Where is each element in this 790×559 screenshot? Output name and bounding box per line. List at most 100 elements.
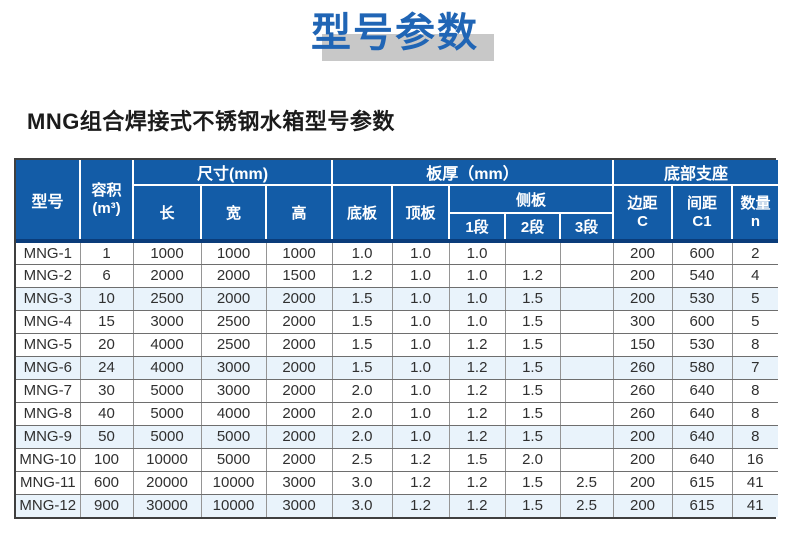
cell-height: 2000 — [265, 355, 333, 380]
table-row: MNG-9 50 5000 5000 2000 2.0 1.0 1.2 1.5 200 640 8 — [16, 424, 779, 449]
cell-length: 1000 — [132, 240, 202, 265]
cell-width: 3000 — [200, 378, 267, 403]
cell-volume: 100 — [79, 447, 134, 472]
cell-width: 1000 — [200, 240, 267, 265]
spec-table-frame: 型号 容积 (m³) 尺寸(mm) 板厚（mm） 底部支座 长 宽 高 底板 顶… — [14, 158, 779, 519]
cell-volume: 1 — [79, 240, 134, 265]
table-row: MNG-5 20 4000 2500 2000 1.5 1.0 1.2 1.5 150 530 8 — [16, 332, 779, 357]
cell-seg2: 2.0 — [504, 447, 561, 472]
header-edge-c: 边距 C — [612, 184, 674, 243]
cell-model: MNG-9 — [16, 424, 81, 449]
cell-width: 10000 — [200, 470, 267, 495]
title-shadow-block — [322, 34, 494, 61]
cell-edge_c: 150 — [612, 332, 673, 357]
header-volume-line2: (m³) — [92, 199, 121, 217]
cell-model: MNG-3 — [16, 286, 81, 311]
cell-seg3 — [559, 309, 614, 334]
cell-seg2: 1.5 — [504, 286, 561, 311]
cell-edge_c: 200 — [612, 447, 673, 472]
cell-length: 4000 — [132, 332, 202, 357]
cell-width: 5000 — [200, 447, 267, 472]
cell-volume: 30 — [79, 378, 134, 403]
cell-top: 1.0 — [391, 309, 450, 334]
cell-qty: 8 — [731, 332, 779, 357]
table-row: MNG-7 30 5000 3000 2000 2.0 1.0 1.2 1.5 260 640 8 — [16, 378, 779, 403]
cell-width: 10000 — [200, 493, 267, 517]
cell-bottom: 1.5 — [331, 355, 393, 380]
cell-top: 1.0 — [391, 286, 450, 311]
cell-length: 5000 — [132, 378, 202, 403]
header-group-thickness: 板厚（mm） — [330, 160, 615, 186]
cell-top: 1.0 — [391, 332, 450, 357]
cell-spacing_c1: 615 — [671, 493, 733, 517]
cell-height: 2000 — [265, 424, 333, 449]
cell-height: 2000 — [265, 378, 333, 403]
cell-seg2: 1.5 — [504, 470, 561, 495]
cell-volume: 15 — [79, 309, 134, 334]
cell-volume: 900 — [79, 493, 134, 517]
cell-bottom: 2.0 — [331, 401, 393, 426]
cell-bottom: 1.2 — [331, 263, 393, 288]
cell-seg2: 1.5 — [504, 355, 561, 380]
cell-edge_c: 200 — [612, 286, 673, 311]
cell-seg3 — [559, 355, 614, 380]
spec-table: 型号 容积 (m³) 尺寸(mm) 板厚（mm） 底部支座 长 宽 高 底板 顶… — [16, 160, 779, 517]
cell-width: 5000 — [200, 424, 267, 449]
header-segment-1: 1段 — [448, 212, 506, 243]
cell-spacing_c1: 600 — [671, 309, 733, 334]
cell-bottom: 2.5 — [331, 447, 393, 472]
cell-height: 2000 — [265, 286, 333, 311]
cell-seg3: 2.5 — [559, 493, 614, 517]
cell-model: MNG-11 — [16, 470, 81, 495]
table-row: MNG-8 40 5000 4000 2000 2.0 1.0 1.2 1.5 260 640 8 — [16, 401, 779, 426]
table-subtitle: MNG组合焊接式不锈钢水箱型号参数 — [27, 109, 395, 134]
cell-seg1: 1.0 — [448, 263, 506, 288]
cell-spacing_c1: 640 — [671, 401, 733, 426]
cell-seg2: 1.5 — [504, 309, 561, 334]
cell-width: 2000 — [200, 286, 267, 311]
cell-seg2: 1.5 — [504, 378, 561, 403]
cell-edge_c: 260 — [612, 378, 673, 403]
cell-volume: 20 — [79, 332, 134, 357]
cell-top: 1.0 — [391, 240, 450, 265]
header-quantity-line1: 数量 — [740, 194, 771, 212]
cell-height: 2000 — [265, 332, 333, 357]
cell-length: 2000 — [132, 263, 202, 288]
cell-length: 4000 — [132, 355, 202, 380]
cell-edge_c: 200 — [612, 470, 673, 495]
cell-spacing_c1: 640 — [671, 378, 733, 403]
cell-seg3 — [559, 447, 614, 472]
cell-qty: 5 — [731, 309, 779, 334]
cell-spacing_c1: 615 — [671, 470, 733, 495]
cell-volume: 10 — [79, 286, 134, 311]
cell-model: MNG-5 — [16, 332, 81, 357]
cell-volume: 6 — [79, 263, 134, 288]
cell-bottom: 3.0 — [331, 493, 393, 517]
cell-seg2: 1.5 — [504, 493, 561, 517]
cell-length: 5000 — [132, 424, 202, 449]
cell-length: 2500 — [132, 286, 202, 311]
cell-seg1: 1.2 — [448, 470, 506, 495]
cell-model: MNG-8 — [16, 401, 81, 426]
cell-seg1: 1.2 — [448, 493, 506, 517]
cell-length: 20000 — [132, 470, 202, 495]
title-band: 型号参数 — [0, 8, 790, 61]
cell-model: MNG-6 — [16, 355, 81, 380]
cell-seg3 — [559, 240, 614, 265]
header-spacing-line1: 间距 — [687, 194, 718, 212]
header-side-plate: 侧板 — [447, 184, 615, 214]
cell-model: MNG-12 — [16, 493, 81, 517]
cell-qty: 41 — [731, 493, 779, 517]
cell-length: 3000 — [132, 309, 202, 334]
cell-seg2 — [504, 240, 561, 265]
cell-volume: 600 — [79, 470, 134, 495]
table-row: MNG-11 600 20000 10000 3000 3.0 1.2 1.2 1.5 2.5 20… — [16, 470, 779, 495]
cell-model: MNG-2 — [16, 263, 81, 288]
cell-edge_c: 200 — [612, 240, 673, 265]
cell-top: 1.0 — [391, 401, 450, 426]
cell-spacing_c1: 640 — [671, 447, 733, 472]
table-body: MNG-1 1 1000 1000 1000 1.0 1.0 1.0 200 600 2 MNG-2 6… — [16, 240, 779, 517]
table-row: MNG-3 10 2500 2000 2000 1.5 1.0 1.0 1.5 200 530 5 — [16, 286, 779, 311]
cell-top: 1.0 — [391, 424, 450, 449]
header-segment-3: 3段 — [558, 212, 615, 243]
